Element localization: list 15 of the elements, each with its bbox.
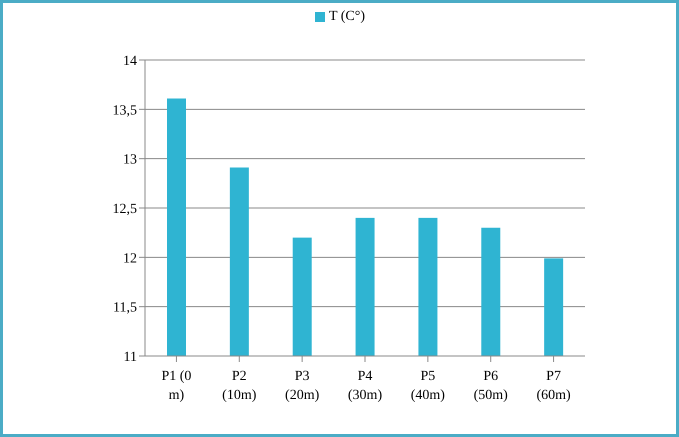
- x-tick-label: P3 (20m): [285, 369, 320, 403]
- x-tick-label: P7 (60m): [536, 369, 572, 403]
- y-tick-label: 12: [123, 251, 137, 266]
- y-tick-label: 11,5: [113, 300, 137, 316]
- x-tick-label: P6 (50m): [474, 369, 508, 403]
- y-tick-label: 11: [124, 350, 137, 365]
- y-tick-label: 13,5: [112, 103, 137, 118]
- y-tick-label: 12,5: [112, 202, 137, 217]
- legend-label: T (C°): [328, 9, 366, 24]
- y-tick-label: 14: [123, 54, 137, 69]
- x-tick-label: P1 (0 m): [161, 369, 192, 403]
- y-tick-label: 13: [123, 152, 137, 168]
- x-tick-label: P5 (40m): [410, 369, 446, 403]
- x-tick-label: P4 (30m): [348, 369, 382, 403]
- x-tick-label: P2 (10m): [222, 369, 257, 403]
